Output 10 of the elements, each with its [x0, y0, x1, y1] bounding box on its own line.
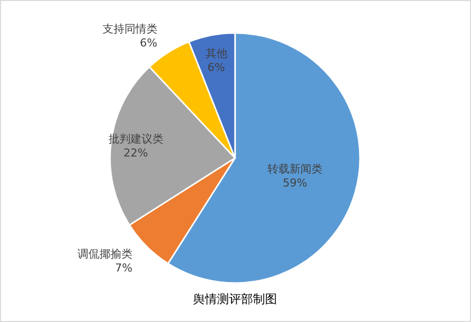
data-label: 6% [140, 36, 158, 50]
data-label: 7% [115, 262, 132, 275]
data-label: 59% [282, 176, 308, 190]
data-label: 22% [124, 146, 148, 160]
slice-label: 支持同情类 [102, 22, 158, 36]
slice-label: 调侃揶揄类 [77, 248, 132, 261]
slice-label: 转载新闻类 [268, 162, 323, 176]
data-label: 6% [208, 60, 225, 74]
slice-label: 其他 [205, 46, 228, 60]
text: 舆情测评部制图 [193, 292, 277, 306]
